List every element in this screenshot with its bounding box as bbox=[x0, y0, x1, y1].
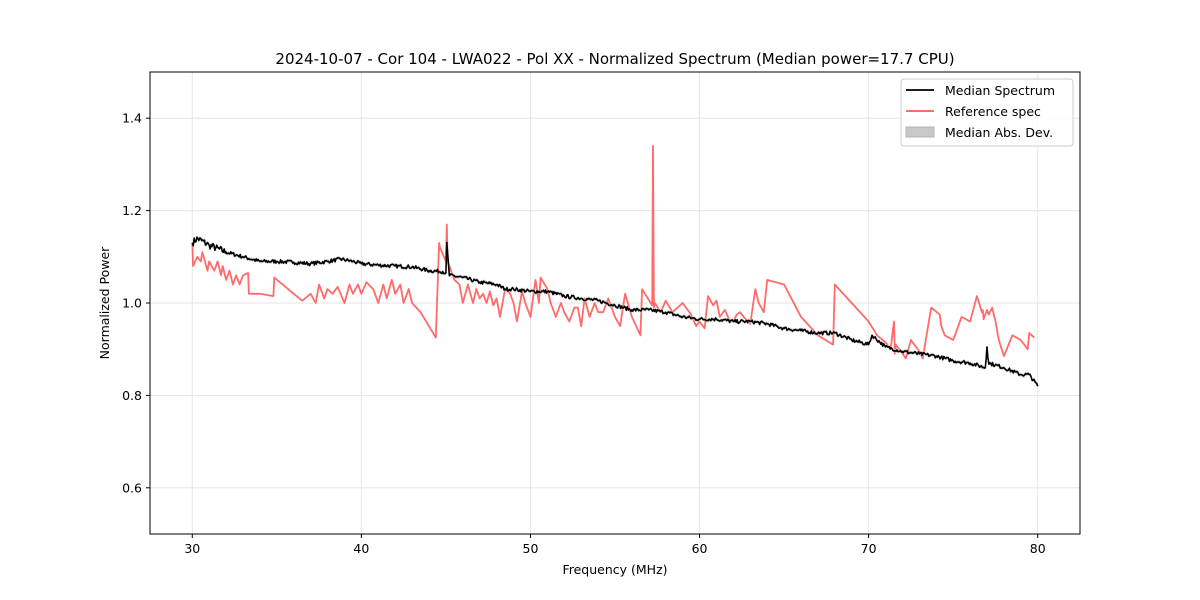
plot-area bbox=[191, 145, 1039, 388]
y-tick-label: 0.8 bbox=[122, 388, 142, 403]
legend-swatch-median-abs-dev bbox=[905, 126, 935, 138]
y-axis-label: Normalized Power bbox=[97, 246, 112, 360]
x-tick-label: 40 bbox=[353, 541, 369, 556]
series-layer bbox=[191, 145, 1039, 388]
y-tick-label: 1.4 bbox=[122, 111, 142, 126]
y-axis-ticks: 0.6 0.8 1.0 1.2 1.4 bbox=[122, 111, 150, 495]
chart-title: 2024-10-07 - Cor 104 - LWA022 - Pol XX -… bbox=[275, 50, 954, 68]
x-tick-label: 50 bbox=[523, 541, 539, 556]
legend-label-median-spectrum: Median Spectrum bbox=[945, 83, 1055, 98]
x-tick-label: 80 bbox=[1030, 541, 1046, 556]
x-axis-ticks: 30 40 50 60 70 80 bbox=[184, 534, 1046, 556]
legend-label-reference-spec: Reference spec bbox=[945, 104, 1041, 119]
reference-spec-line bbox=[191, 145, 1035, 360]
x-tick-label: 70 bbox=[861, 541, 877, 556]
legend-box bbox=[900, 78, 1074, 147]
median-spectrum-line bbox=[191, 236, 1039, 387]
legend-label-median-abs-dev: Median Abs. Dev. bbox=[945, 125, 1053, 140]
x-axis-label: Frequency (MHz) bbox=[562, 562, 667, 577]
y-tick-label: 1.2 bbox=[122, 203, 142, 218]
y-tick-label: 0.6 bbox=[122, 480, 142, 495]
x-tick-label: 30 bbox=[184, 541, 200, 556]
x-tick-label: 60 bbox=[692, 541, 708, 556]
legend: Median Spectrum Reference spec Median Ab… bbox=[900, 78, 1074, 147]
y-tick-label: 1.0 bbox=[122, 296, 142, 311]
